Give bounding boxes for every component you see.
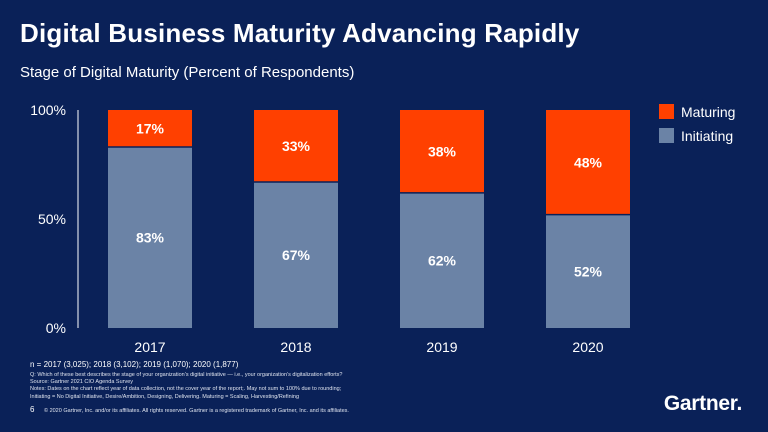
bar-maturing (254, 110, 338, 182)
logo-dot: . (736, 392, 742, 415)
bar-initiating (400, 192, 484, 328)
footer: 6 © 2020 Gartner, Inc. and/or its affili… (30, 405, 349, 414)
bar-maturing (108, 110, 192, 148)
data-label: 33% (282, 138, 311, 154)
data-label: 17% (136, 121, 165, 137)
notes-line-2: Initiating = No Digital Initiative, Desi… (30, 393, 300, 400)
y-tick-label: 100% (30, 102, 66, 118)
data-label: 38% (428, 143, 457, 159)
bar-maturing (400, 110, 484, 193)
data-label: 48% (574, 154, 603, 170)
bar-initiating (254, 181, 338, 328)
sample-size-note: n = 2017 (3,025); 2018 (3,102); 2019 (1,… (30, 360, 239, 369)
chart-subtitle: Stage of Digital Maturity (Percent of Re… (20, 64, 355, 81)
x-tick-label: 2017 (134, 339, 165, 355)
y-tick-label: 0% (46, 320, 66, 336)
slide-title: Digital Business Maturity Advancing Rapi… (20, 18, 580, 48)
bar-initiating (108, 147, 192, 328)
data-label: 52% (574, 263, 603, 279)
y-tick-label: 50% (38, 211, 66, 227)
page-number: 6 (30, 405, 35, 414)
legend-swatch-maturing (659, 104, 674, 119)
copyright: © 2020 Gartner, Inc. and/or its affiliat… (43, 408, 349, 414)
data-label: 67% (282, 247, 311, 263)
x-tick-label: 2020 (572, 339, 603, 355)
legend-label-initiating: Initiating (681, 128, 733, 144)
chart-notes: n = 2017 (3,025); 2018 (3,102); 2019 (1,… (30, 360, 590, 401)
logo-text: Gartner (663, 392, 737, 415)
bar-initiating (546, 214, 630, 328)
source-note: Source: Gartner 2021 CIO Agenda Survey (30, 379, 134, 386)
bar-maturing (546, 110, 630, 215)
x-tick-label: 2018 (280, 339, 311, 355)
legend-label-maturing: Maturing (681, 104, 735, 120)
survey-question: Q: Which of these best describes the sta… (30, 372, 343, 378)
notes-line-1: Notes: Dates on the chart reflect year o… (30, 386, 342, 393)
data-label: 83% (136, 230, 165, 246)
x-tick-label: 2019 (426, 339, 457, 355)
legend-swatch-initiating (659, 128, 674, 143)
data-label: 62% (428, 252, 457, 268)
gartner-logo: Gartner. (664, 392, 742, 416)
